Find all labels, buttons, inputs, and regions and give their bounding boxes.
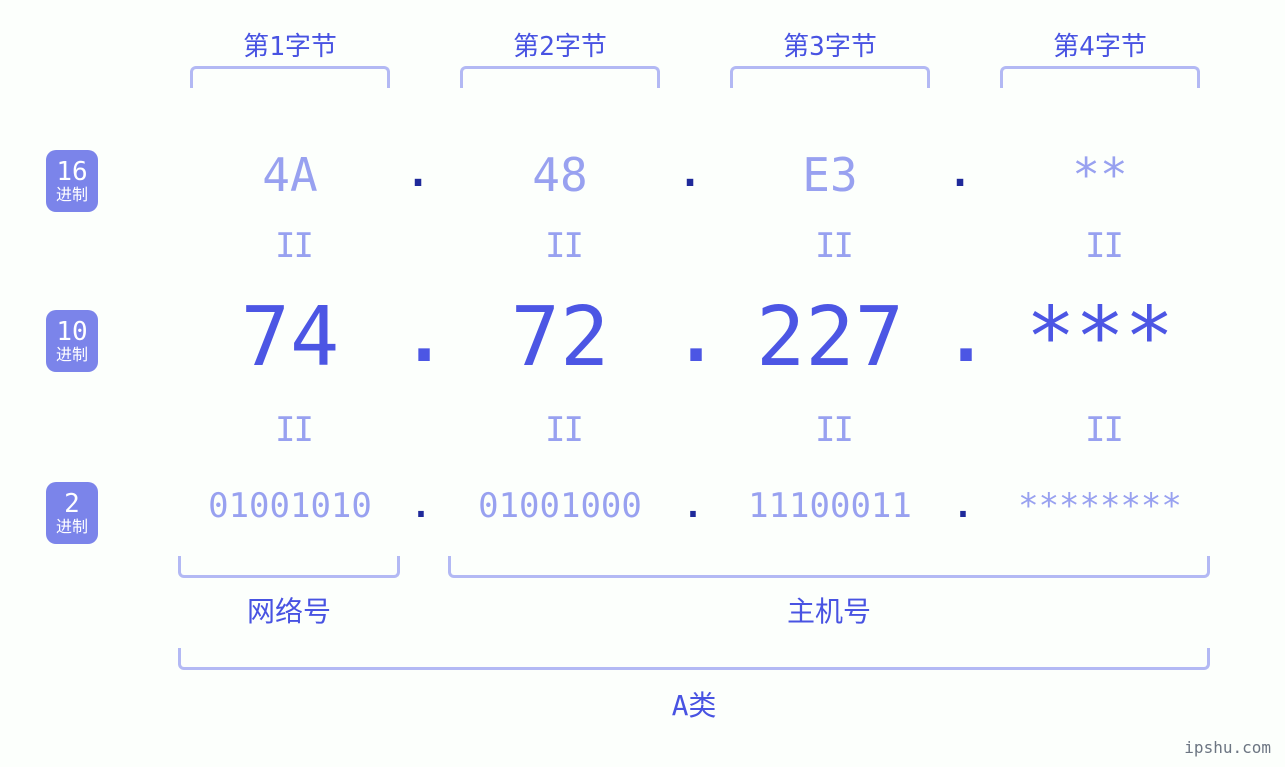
top-bracket-3 (730, 66, 930, 88)
dec-dot-3: . (945, 296, 975, 378)
equals-1-2: II (545, 226, 575, 266)
net-label: 网络号 (178, 590, 400, 630)
radix-badge-dec-text: 进制 (56, 347, 88, 363)
radix-badge-bin: 2 进制 (46, 482, 98, 544)
radix-badge-bin-number: 2 (64, 491, 80, 517)
top-bracket-1 (190, 66, 390, 88)
watermark: ipshu.com (1184, 738, 1271, 757)
radix-badge-hex-text: 进制 (56, 187, 88, 203)
dec-byte-4: *** (985, 290, 1215, 385)
class-bracket (178, 648, 1210, 670)
bin-byte-3: 11100011 (700, 486, 960, 526)
byte-header-1: 第1字节 (175, 26, 405, 63)
bin-byte-2: 01001000 (430, 486, 690, 526)
equals-2-3: II (815, 410, 845, 450)
byte-header-4: 第4字节 (985, 26, 1215, 63)
bin-dot-3: . (948, 486, 978, 526)
dec-byte-1: 74 (175, 290, 405, 385)
hex-dot-2: . (675, 150, 705, 196)
radix-badge-hex-number: 16 (56, 159, 87, 185)
equals-2-1: II (275, 410, 305, 450)
radix-badge-dec-number: 10 (56, 319, 87, 345)
equals-2-2: II (545, 410, 575, 450)
bin-dot-2: . (678, 486, 708, 526)
top-bracket-2 (460, 66, 660, 88)
hex-dot-1: . (403, 150, 433, 196)
equals-1-4: II (1085, 226, 1115, 266)
net-bracket (178, 556, 400, 578)
radix-badge-hex: 16 进制 (46, 150, 98, 212)
radix-badge-dec: 10 进制 (46, 310, 98, 372)
byte-header-2: 第2字节 (445, 26, 675, 63)
bin-byte-1: 01001010 (160, 486, 420, 526)
top-bracket-4 (1000, 66, 1200, 88)
host-bracket (448, 556, 1210, 578)
hex-dot-3: . (945, 150, 975, 196)
host-label: 主机号 (448, 590, 1210, 630)
radix-badge-bin-text: 进制 (56, 519, 88, 535)
hex-byte-4: ** (985, 148, 1215, 202)
dec-dot-1: . (403, 296, 433, 378)
equals-1-3: II (815, 226, 845, 266)
bin-byte-4: ******** (970, 486, 1230, 526)
hex-byte-3: E3 (715, 148, 945, 202)
bin-dot-1: . (406, 486, 436, 526)
byte-header-3: 第3字节 (715, 26, 945, 63)
hex-byte-2: 48 (445, 148, 675, 202)
dec-dot-2: . (675, 296, 705, 378)
hex-byte-1: 4A (175, 148, 405, 202)
equals-1-1: II (275, 226, 305, 266)
class-label: A类 (178, 684, 1210, 724)
dec-byte-3: 227 (715, 290, 945, 385)
equals-2-4: II (1085, 410, 1115, 450)
dec-byte-2: 72 (445, 290, 675, 385)
